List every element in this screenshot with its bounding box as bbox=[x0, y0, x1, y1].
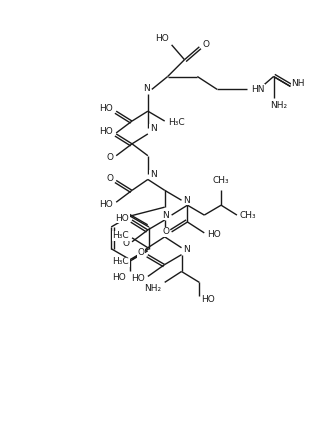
Text: HO: HO bbox=[99, 200, 113, 209]
Text: HO: HO bbox=[201, 295, 215, 303]
Text: O: O bbox=[106, 129, 113, 138]
Text: N: N bbox=[143, 84, 150, 93]
Text: O: O bbox=[163, 227, 170, 236]
Text: N: N bbox=[184, 245, 190, 254]
Text: CH₃: CH₃ bbox=[240, 210, 256, 219]
Text: HO: HO bbox=[207, 231, 221, 239]
Text: HO: HO bbox=[115, 214, 129, 222]
Text: HO: HO bbox=[131, 274, 145, 283]
Text: O: O bbox=[122, 239, 129, 248]
Text: NH₂: NH₂ bbox=[145, 284, 162, 293]
Text: H₃C: H₃C bbox=[112, 231, 129, 240]
Text: HN: HN bbox=[251, 85, 264, 94]
Text: HO: HO bbox=[99, 127, 113, 137]
Text: NH₂: NH₂ bbox=[271, 101, 288, 110]
Text: N: N bbox=[184, 196, 190, 205]
Text: CH₃: CH₃ bbox=[213, 176, 229, 186]
Text: N: N bbox=[150, 170, 157, 179]
Text: O: O bbox=[138, 248, 145, 257]
Text: HO: HO bbox=[99, 104, 113, 113]
Text: O: O bbox=[202, 40, 209, 49]
Text: HO: HO bbox=[112, 273, 126, 282]
Text: N: N bbox=[150, 125, 157, 134]
Text: NH: NH bbox=[291, 79, 305, 88]
Text: O: O bbox=[106, 174, 113, 183]
Text: O: O bbox=[106, 153, 113, 162]
Text: HO: HO bbox=[155, 34, 169, 44]
Text: H₃C: H₃C bbox=[168, 117, 184, 126]
Text: H₃C: H₃C bbox=[112, 257, 129, 266]
Text: N: N bbox=[162, 210, 169, 219]
